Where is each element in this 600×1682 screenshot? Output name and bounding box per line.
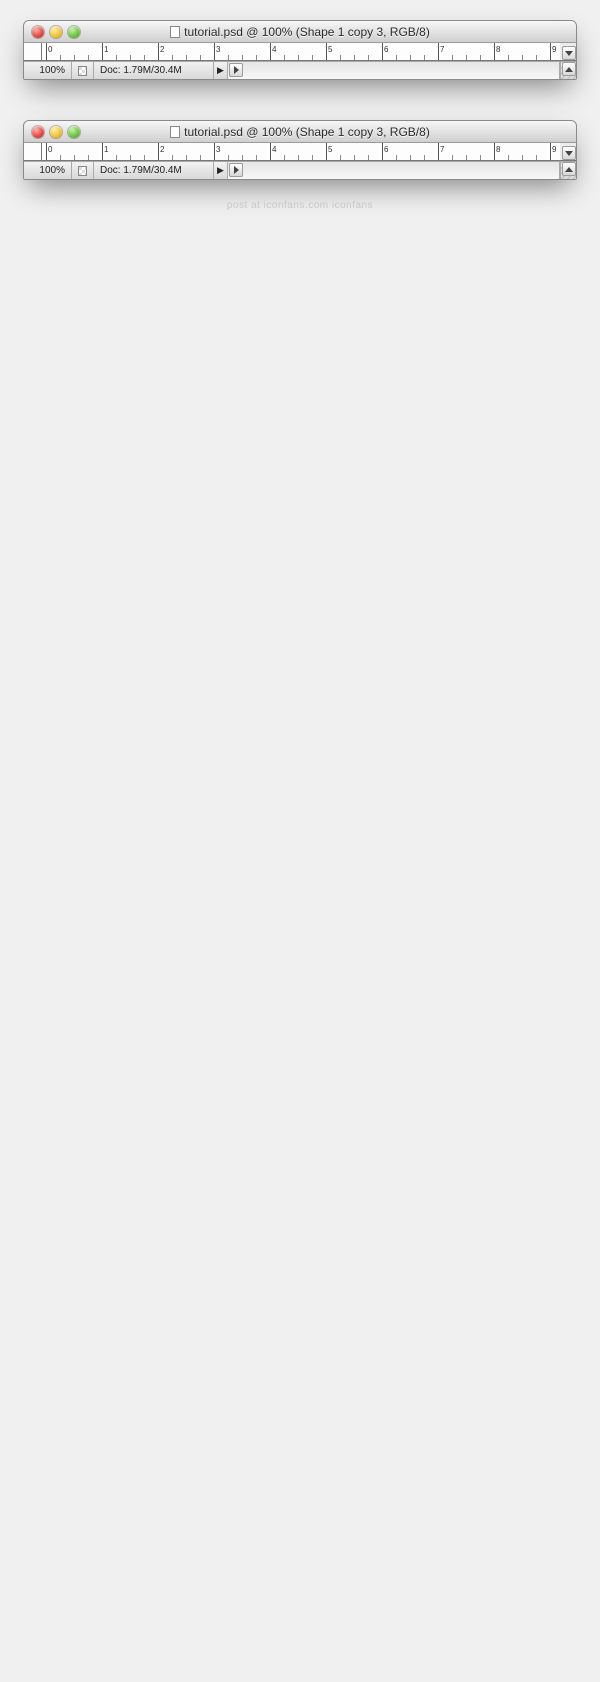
photoshop-window: tutorial.psd @ 100% (Shape 1 copy 3, RGB… bbox=[23, 20, 577, 80]
watermark-text: post at iconfans.com iconfans bbox=[227, 200, 373, 211]
zoom-button[interactable] bbox=[68, 126, 80, 138]
titlebar[interactable]: tutorial.psd @ 100% (Shape 1 copy 3, RGB… bbox=[24, 121, 576, 143]
minimize-button[interactable] bbox=[50, 26, 62, 38]
statusbar: 100% Doc: 1.79M/30.4M▶ bbox=[24, 61, 576, 79]
ruler-horizontal[interactable]: 0123456789 bbox=[42, 43, 560, 61]
titlebar[interactable]: tutorial.psd @ 100% (Shape 1 copy 3, RGB… bbox=[24, 21, 576, 43]
photoshop-window: tutorial.psd @ 100% (Shape 1 copy 3, RGB… bbox=[23, 120, 577, 180]
preview-swatch[interactable] bbox=[72, 162, 94, 179]
ruler-origin[interactable] bbox=[24, 143, 42, 161]
status-expander[interactable]: ▶ bbox=[214, 62, 228, 79]
document-icon bbox=[170, 126, 180, 138]
zoom-button[interactable] bbox=[68, 26, 80, 38]
close-button[interactable] bbox=[32, 26, 44, 38]
doc-size-readout: Doc: 1.79M/30.4M bbox=[94, 62, 214, 79]
statusbar: 100% Doc: 1.79M/30.4M▶ bbox=[24, 161, 576, 179]
traffic-lights bbox=[32, 26, 80, 38]
scroll-down-button[interactable] bbox=[562, 146, 576, 160]
close-button[interactable] bbox=[32, 126, 44, 138]
scroll-down-button[interactable] bbox=[562, 46, 576, 60]
scrollbar-horizontal[interactable] bbox=[228, 62, 560, 79]
status-expander[interactable]: ▶ bbox=[214, 162, 228, 179]
scroll-right-button[interactable] bbox=[229, 163, 243, 177]
doc-size-readout: Doc: 1.79M/30.4M bbox=[94, 162, 214, 179]
window-title: tutorial.psd @ 100% (Shape 1 copy 3, RGB… bbox=[24, 125, 576, 139]
scroll-right-button[interactable] bbox=[229, 63, 243, 77]
traffic-lights bbox=[32, 126, 80, 138]
window-title: tutorial.psd @ 100% (Shape 1 copy 3, RGB… bbox=[24, 25, 576, 39]
document-icon bbox=[170, 26, 180, 38]
scroll-up-button[interactable] bbox=[562, 62, 576, 76]
scroll-up-button[interactable] bbox=[562, 162, 576, 176]
ruler-horizontal[interactable]: 0123456789 bbox=[42, 143, 560, 161]
scrollbar-horizontal[interactable] bbox=[228, 162, 560, 179]
zoom-field[interactable]: 100% bbox=[24, 162, 72, 179]
minimize-button[interactable] bbox=[50, 126, 62, 138]
ruler-origin[interactable] bbox=[24, 43, 42, 61]
preview-swatch[interactable] bbox=[72, 62, 94, 79]
zoom-field[interactable]: 100% bbox=[24, 62, 72, 79]
